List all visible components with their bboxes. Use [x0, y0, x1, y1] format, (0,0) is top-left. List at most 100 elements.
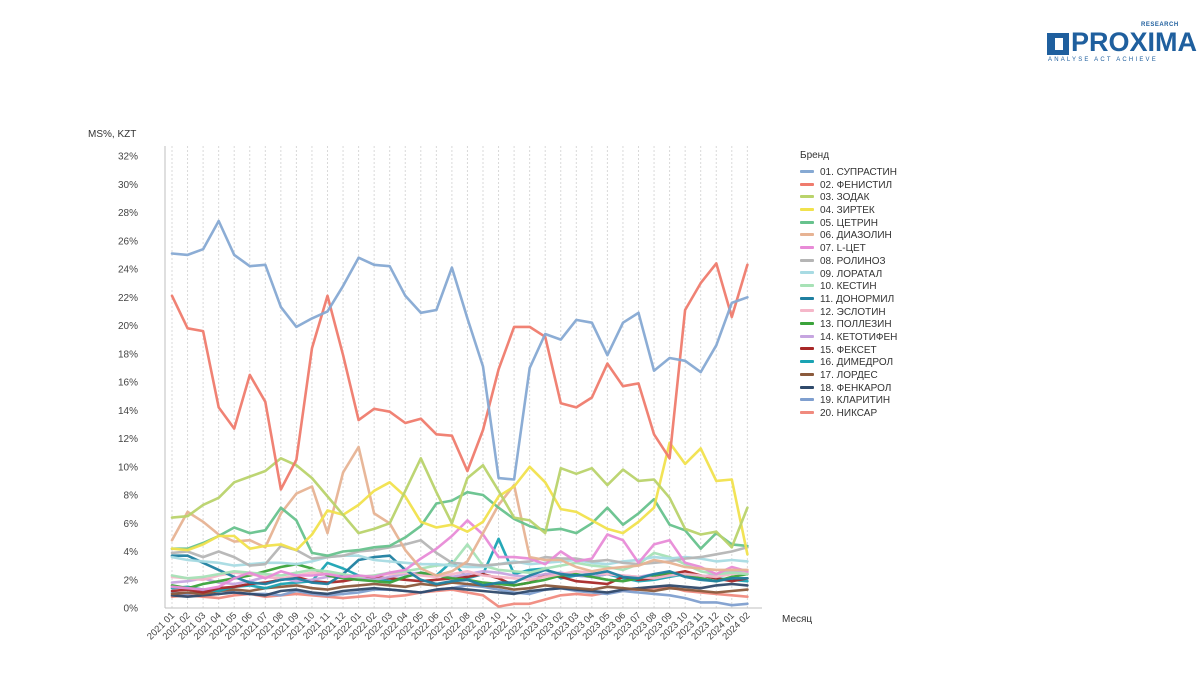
y-tick-label: 16%	[118, 378, 138, 389]
legend-swatch	[800, 372, 814, 376]
series-line	[170, 456, 749, 549]
logo-square-icon	[1047, 33, 1069, 55]
legend-swatch	[800, 245, 814, 249]
legend-item: 09. ЛОРАТАЛ	[800, 269, 897, 282]
legend-label: 02. ФЕНИСТИЛ	[820, 179, 893, 191]
chart-series	[170, 219, 749, 608]
legend-label: 07. L-ЦЕТ	[820, 243, 866, 255]
y-tick-label: 0%	[124, 604, 139, 615]
legend-swatch	[800, 398, 814, 402]
legend-label: 01. СУПРАСТИН	[820, 167, 897, 178]
y-tick-label: 30%	[118, 180, 138, 191]
y-tick-label: 28%	[118, 208, 138, 219]
y-tick-label: 18%	[118, 349, 138, 360]
legend-swatch	[800, 284, 814, 288]
series-line	[170, 582, 749, 599]
series-line	[170, 554, 749, 587]
legend-item: 08. РОЛИНОЗ	[800, 256, 897, 269]
y-tick-label: 6%	[124, 519, 139, 530]
legend-label: 15. ФЕКСЕТ	[820, 344, 877, 356]
legend-label: 20. НИКСАР	[820, 408, 878, 420]
legend-title: Бренд	[800, 150, 830, 161]
legend-label: 19. КЛАРИТИН	[820, 395, 891, 407]
legend-item: 19. КЛАРИТИН	[800, 395, 897, 408]
legend-swatch	[800, 360, 814, 364]
legend-item: 02. ФЕНИСТИЛ	[800, 180, 897, 193]
legend-label: 18. ФЕНКАРОЛ	[820, 382, 892, 394]
legend-label: 09. ЛОРАТАЛ	[820, 268, 883, 280]
legend-label: 06. ДИАЗОЛИН	[820, 230, 892, 242]
legend-item: 10. КЕСТИН	[800, 281, 897, 294]
legend-swatch	[800, 334, 814, 338]
logo-research-text: RESEARCH	[1141, 22, 1179, 28]
legend-item: 11. ДОНОРМИЛ	[800, 294, 897, 307]
y-tick-label: 24%	[118, 265, 138, 276]
y-tick-label: 20%	[118, 321, 138, 332]
series-line	[170, 441, 749, 556]
legend-swatch	[800, 296, 814, 300]
legend-item: 20. НИКСАР	[800, 408, 897, 421]
legend-item: 03. ЗОДАК	[800, 192, 897, 205]
chart-grid	[171, 146, 748, 608]
legend-label: 17. ЛОРДЕС	[820, 370, 878, 381]
legend-label: 12. ЭСЛОТИН	[820, 306, 886, 318]
series-line	[170, 490, 749, 558]
legend-swatch	[800, 347, 814, 351]
legend-label: 11. ДОНОРМИЛ	[820, 293, 895, 305]
y-tick-label: 10%	[118, 462, 138, 473]
legend-label: 16. ДИМЕДРОЛ	[820, 357, 894, 369]
series-line	[170, 219, 749, 481]
legend-swatch	[800, 182, 814, 186]
y-tick-label: 22%	[118, 293, 138, 304]
legend-item: 12. ЭСЛОТИН	[800, 307, 897, 320]
series-line	[170, 445, 749, 577]
legend-label: 05. ЦЕТРИН	[820, 217, 878, 229]
legend-label: 13. ПОЛЛЕЗИН	[820, 319, 892, 331]
logo-brand-text: PROXIMA	[1071, 27, 1198, 57]
y-axis-label: MS%, KZT	[88, 129, 136, 140]
legend-item: 17. ЛОРДЕС	[800, 370, 897, 383]
series-line	[170, 585, 749, 608]
legend-swatch	[800, 385, 814, 389]
legend-swatch	[800, 233, 814, 237]
logo-tagline: ANALYSE ACT ACHIEVE	[1048, 57, 1158, 63]
chart-legend: Бренд 01. СУПРАСТИН 02. ФЕНИСТИЛ 03. ЗОДАК…	[800, 150, 897, 421]
y-tick-label: 12%	[118, 434, 138, 445]
y-tick-label: 4%	[124, 547, 139, 558]
legend-item: 06. ДИАЗОЛИН	[800, 230, 897, 243]
legend-item: 14. КЕТОТИФЕН	[800, 332, 897, 345]
legend-swatch	[800, 410, 814, 414]
legend-label: 04. ЗИРТЕК	[820, 205, 875, 217]
legend-swatch	[800, 309, 814, 313]
legend-item: 05. ЦЕТРИН	[800, 218, 897, 231]
legend-item: 16. ДИМЕДРОЛ	[800, 357, 897, 370]
legend-swatch	[800, 322, 814, 326]
legend-item: 07. L-ЦЕТ	[800, 243, 897, 256]
legend-item: 15. ФЕКСЕТ	[800, 345, 897, 358]
y-tick-label: 26%	[118, 236, 138, 247]
legend-swatch	[800, 169, 814, 173]
legend-label: 03. ЗОДАК	[820, 192, 870, 204]
legend-item: 13. ПОЛЛЕЗИН	[800, 319, 897, 332]
series-line	[170, 262, 749, 491]
series-line	[170, 537, 749, 593]
legend-swatch	[800, 258, 814, 262]
series-line	[170, 538, 749, 567]
series-line	[170, 543, 749, 580]
y-tick-label: 14%	[118, 406, 138, 417]
legend-swatch	[800, 207, 814, 211]
y-tick-label: 32%	[118, 152, 138, 163]
legend-item: 04. ЗИРТЕК	[800, 205, 897, 218]
legend-item: 01. СУПРАСТИН	[800, 167, 897, 180]
x-axis-label: Месяц	[782, 614, 812, 625]
legend-label: 14. КЕТОТИФЕН	[820, 331, 898, 343]
legend-swatch	[800, 271, 814, 275]
proxima-logo: PROXIMA RESEARCH ANALYSE ACT ACHIEVE	[1044, 22, 1197, 66]
y-tick-label: 2%	[124, 575, 139, 586]
legend-label: 08. РОЛИНОЗ	[820, 255, 886, 267]
legend-swatch	[800, 220, 814, 224]
legend-swatch	[800, 195, 814, 199]
legend-item: 18. ФЕНКАРОЛ	[800, 383, 897, 396]
y-tick-label: 8%	[124, 491, 139, 502]
